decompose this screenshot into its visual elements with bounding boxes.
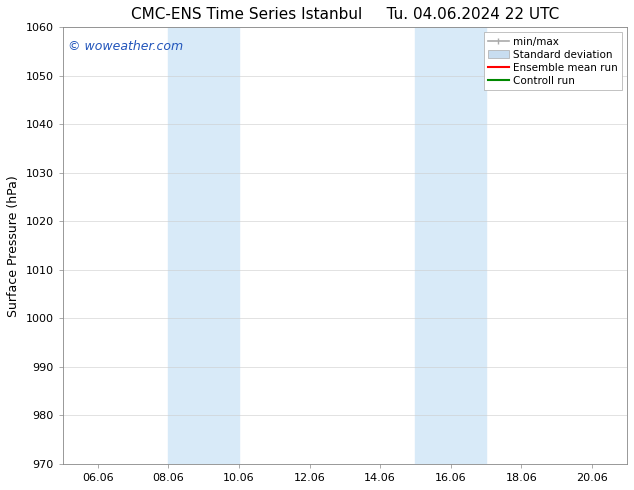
Legend: min/max, Standard deviation, Ensemble mean run, Controll run: min/max, Standard deviation, Ensemble me… (484, 32, 622, 90)
Bar (415, 27, 486, 464)
Bar (169, 27, 239, 464)
Y-axis label: Surface Pressure (hPa): Surface Pressure (hPa) (7, 175, 20, 317)
Text: © woweather.com: © woweather.com (68, 40, 183, 53)
Title: CMC-ENS Time Series Istanbul     Tu. 04.06.2024 22 UTC: CMC-ENS Time Series Istanbul Tu. 04.06.2… (131, 7, 559, 22)
